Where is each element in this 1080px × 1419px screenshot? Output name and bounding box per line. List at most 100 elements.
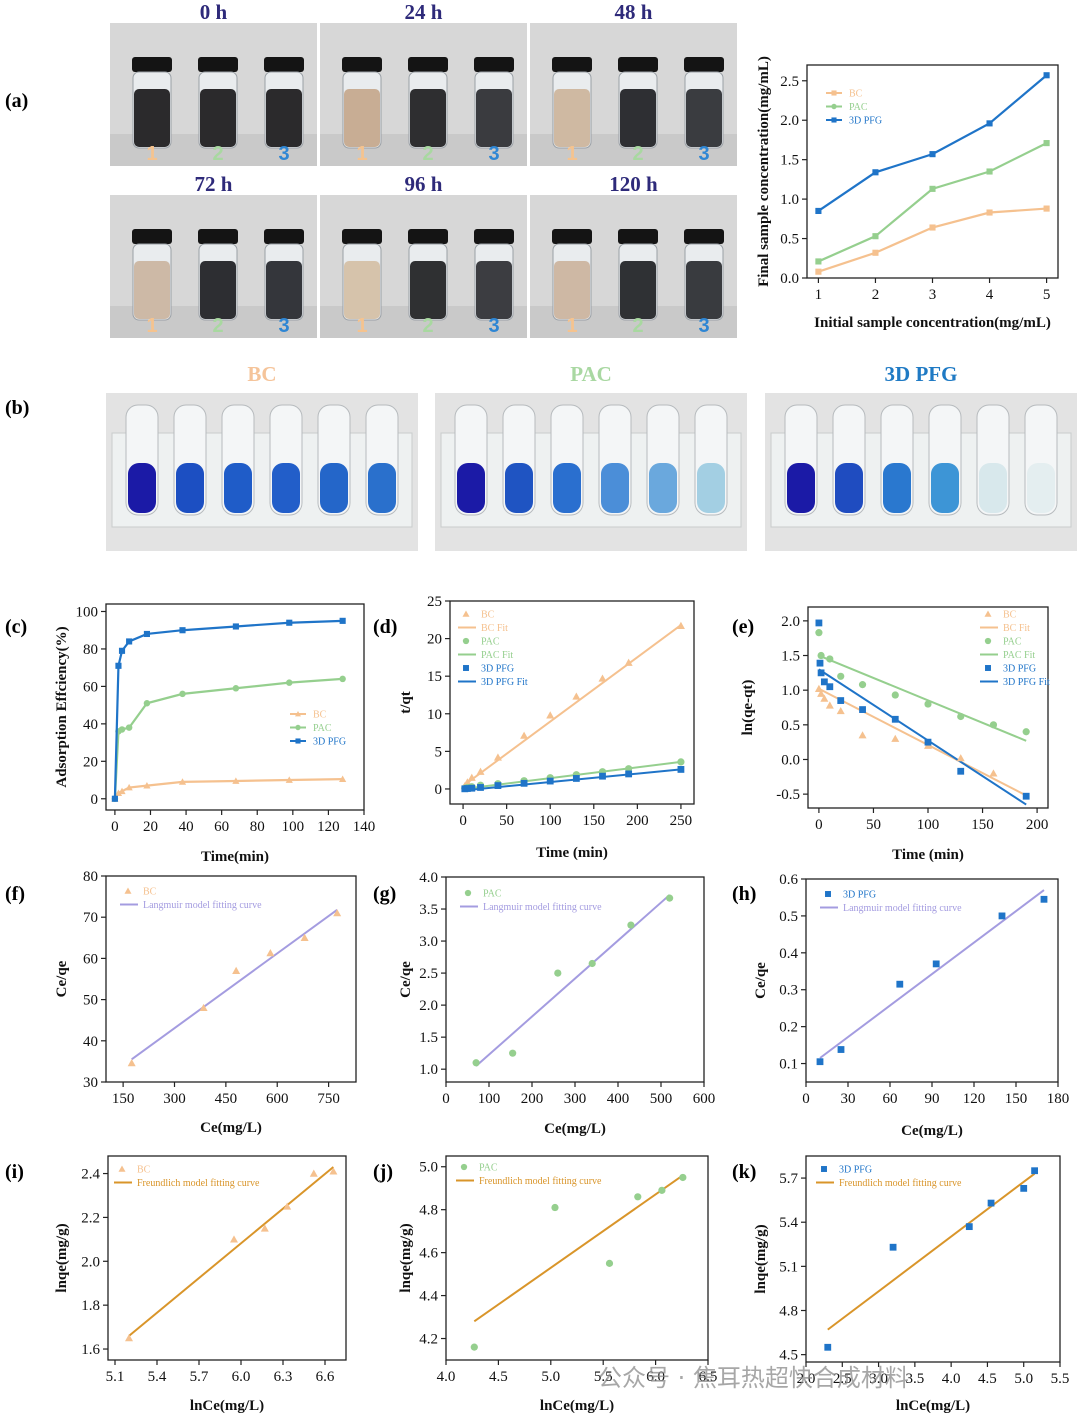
data-point (891, 715, 899, 723)
y-tick-label: 2.0 (419, 998, 438, 1014)
panel-label-f: (f) (5, 883, 25, 905)
data-point (472, 1059, 480, 1067)
vial-cap (408, 57, 448, 72)
photo-time-label: 72 h (195, 172, 233, 196)
y-tick-label: 20 (427, 632, 442, 648)
legend-marker (462, 637, 470, 645)
plot-frame (445, 1155, 709, 1361)
data-point (126, 638, 133, 645)
x-tick-label: 60 (883, 1091, 898, 1107)
data-point (815, 207, 822, 215)
x-tick-label: 2 (872, 287, 880, 303)
data-point (989, 721, 998, 729)
data-point (825, 701, 834, 709)
legend-label: 3D PFG (1003, 664, 1036, 675)
photo-time-label: 48 h (615, 0, 653, 24)
legend-marker (295, 711, 301, 717)
vial-liquid (134, 261, 170, 319)
data-point (468, 784, 476, 792)
vial-number: 3 (698, 315, 709, 337)
data-point (476, 767, 485, 775)
tube-photo-row: BC PAC 3D PFG (106, 362, 1077, 551)
x-tick-label: 500 (650, 1091, 673, 1107)
y-tick-label: 1.5 (780, 153, 799, 169)
legend-label: PAC (849, 102, 868, 113)
vial-liquid (686, 261, 722, 319)
y-tick-label: 5.1 (779, 1259, 798, 1275)
legend-label: BC (481, 610, 495, 621)
data-point (986, 209, 993, 216)
x-tick-label: 150 (112, 1091, 135, 1107)
data-point (143, 700, 151, 707)
data-point (625, 765, 633, 773)
data-point (676, 621, 685, 630)
fit-line (131, 908, 338, 1061)
vial-number: 1 (356, 143, 367, 165)
y-tick-label: 1.5 (419, 1030, 438, 1046)
data-point (111, 795, 118, 802)
vial-liquid (476, 261, 512, 319)
y-axis-label: lnqe(mg/g) (398, 1223, 414, 1292)
x-axis-label: lnCe(mg/L) (190, 1398, 264, 1414)
chart-g: 0 100 200 300 400 500 600 1.0 1.5 2.0 2.5 3.0 3.5 4.0… (398, 870, 715, 1137)
plot-frame (449, 600, 695, 805)
vial-liquid (344, 261, 380, 319)
data-point (283, 1202, 292, 1210)
data-point (826, 683, 834, 691)
vial-liquid (200, 261, 236, 319)
legend-label: BC (137, 1165, 151, 1176)
chart-d: 0 50 100 150 200 250 0 5 10 15 20 25 Time (min) t/qt B… (398, 594, 695, 861)
data-point (634, 1193, 642, 1201)
x-tick-label: 0 (459, 813, 467, 829)
x-axis-label: lnCe(mg/L) (896, 1398, 970, 1414)
y-tick-label: 5 (435, 744, 443, 760)
data-point (572, 775, 580, 782)
data-point (1020, 1184, 1028, 1192)
data-point (1022, 792, 1030, 800)
panel-label-h: (h) (732, 883, 756, 905)
data-point (891, 691, 899, 699)
data-point (932, 960, 940, 968)
data-point (872, 233, 879, 240)
x-tick-label: 5 (1043, 287, 1051, 303)
y-tick-label: 80 (83, 642, 98, 658)
tube-set-title: PAC (570, 362, 612, 386)
x-tick-label: 1 (815, 287, 823, 303)
data-point (677, 766, 685, 773)
data-point (929, 224, 936, 231)
vial-cap (342, 57, 382, 72)
x-tick-label: 5.1 (106, 1369, 125, 1385)
y-tick-label: 4.8 (779, 1304, 798, 1320)
data-point (816, 1058, 824, 1066)
legend-label: Langmuir model fitting curve (483, 902, 602, 913)
y-axis-label: lnqe(mg/g) (54, 1223, 70, 1292)
legend-marker (831, 117, 837, 123)
y-tick-label: 70 (83, 910, 98, 926)
tube-solution (787, 463, 815, 513)
vial-liquid (134, 89, 170, 147)
y-tick-label: 1.0 (780, 192, 799, 208)
legend-label: BC (1003, 610, 1017, 621)
y-tick-label: 0 (435, 782, 443, 798)
vial-liquid (554, 89, 590, 147)
x-tick-label: 60 (214, 819, 229, 835)
y-tick-label: 4.4 (419, 1289, 438, 1305)
x-tick-label: 5.0 (541, 1369, 560, 1385)
y-tick-label: 15 (427, 669, 442, 685)
x-tick-label: 6.5 (699, 1369, 718, 1385)
chart-i: 5.1 5.4 5.7 6.0 6.3 6.6 1.6 1.8 2.0 2.2 2.4 lnCe(mg… (54, 1155, 347, 1414)
y-axis-label: Final sample concentration(mg/mL) (756, 56, 772, 287)
panel-label-e: (e) (732, 616, 754, 638)
legend-marker (984, 637, 992, 645)
data-point (546, 777, 554, 785)
y-tick-label: 0.5 (781, 718, 800, 734)
legend-label: 3D PFG Fit (481, 677, 528, 688)
tube-solution (272, 463, 300, 513)
x-tick-label: 4 (986, 287, 994, 303)
legend-label: Freundlich model fitting curve (137, 1178, 260, 1189)
data-point (837, 1046, 845, 1053)
data-point (333, 909, 342, 917)
x-tick-label: 80 (250, 819, 265, 835)
x-tick-label: 200 (1026, 817, 1049, 833)
data-point (820, 678, 828, 686)
